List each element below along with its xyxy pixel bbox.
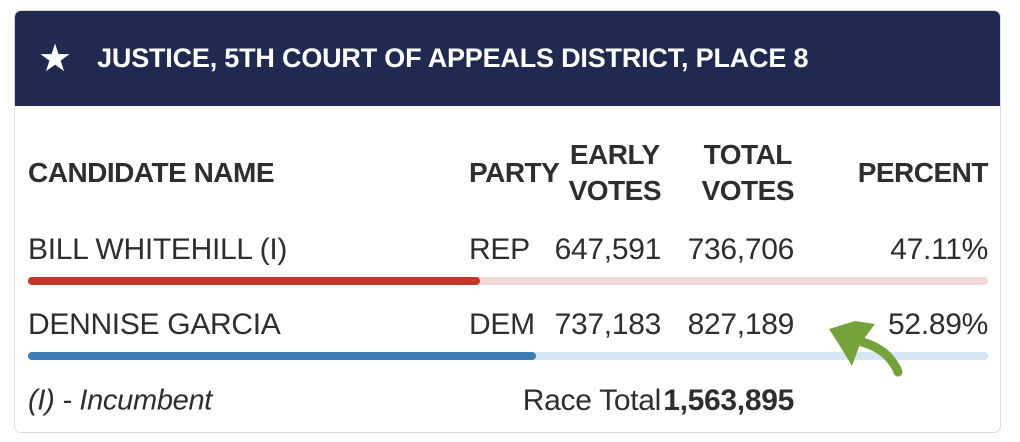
table-row-garcia: DENNISE GARCIA DEM 737,183 827,189 52.89… bbox=[28, 304, 988, 346]
table-row-whitehill: BILL WHITEHILL (I) REP 647,591 736,706 4… bbox=[28, 229, 988, 271]
party-value: DEM bbox=[469, 308, 535, 341]
total-votes-line2: VOTES bbox=[701, 175, 795, 206]
total-votes-value: 827,189 bbox=[687, 308, 795, 341]
table-footer-row: (I) - Incumbent Race Total 1,563,895 bbox=[28, 380, 988, 422]
total-votes-line1: TOTAL bbox=[703, 139, 793, 170]
race-result-card: ★ JUSTICE, 5TH COURT OF APPEALS DISTRICT… bbox=[14, 10, 1001, 433]
race-total-value: 1,563,895 bbox=[663, 384, 794, 417]
candidate-name: BILL WHITEHILL (I) bbox=[28, 233, 288, 266]
result-bar-fill-dem bbox=[28, 352, 536, 360]
column-header-total-votes: TOTAL VOTES bbox=[701, 137, 795, 209]
party-value: REP bbox=[469, 233, 530, 266]
column-header-early-votes: EARLY VOTES bbox=[568, 137, 662, 209]
early-votes-line2: VOTES bbox=[568, 175, 662, 206]
incumbent-note: (I) - Incumbent bbox=[28, 384, 213, 417]
result-bar-fill-rep bbox=[28, 277, 481, 285]
early-votes-value: 737,183 bbox=[554, 308, 662, 341]
percent-value: 52.89% bbox=[888, 308, 988, 341]
percent-value: 47.11% bbox=[890, 233, 988, 266]
result-bar-track-dem bbox=[28, 352, 988, 360]
race-banner: ★ JUSTICE, 5TH COURT OF APPEALS DISTRICT… bbox=[15, 11, 1000, 106]
early-votes-line1: EARLY bbox=[569, 139, 660, 170]
table-header-row: CANDIDATE NAME PARTY EARLY VOTES TOTAL V… bbox=[28, 133, 989, 213]
race-title: JUSTICE, 5TH COURT OF APPEALS DISTRICT, … bbox=[97, 43, 809, 73]
candidate-name: DENNISE GARCIA bbox=[28, 308, 281, 341]
column-header-candidate: CANDIDATE NAME bbox=[28, 157, 275, 188]
early-votes-value: 647,591 bbox=[554, 233, 662, 266]
total-votes-value: 736,706 bbox=[687, 233, 795, 266]
star-icon: ★ bbox=[38, 37, 73, 80]
column-header-party: PARTY bbox=[469, 157, 560, 188]
race-total-label: Race Total bbox=[522, 384, 662, 417]
result-bar-track-rep bbox=[28, 277, 988, 285]
column-header-percent: PERCENT bbox=[857, 157, 989, 188]
